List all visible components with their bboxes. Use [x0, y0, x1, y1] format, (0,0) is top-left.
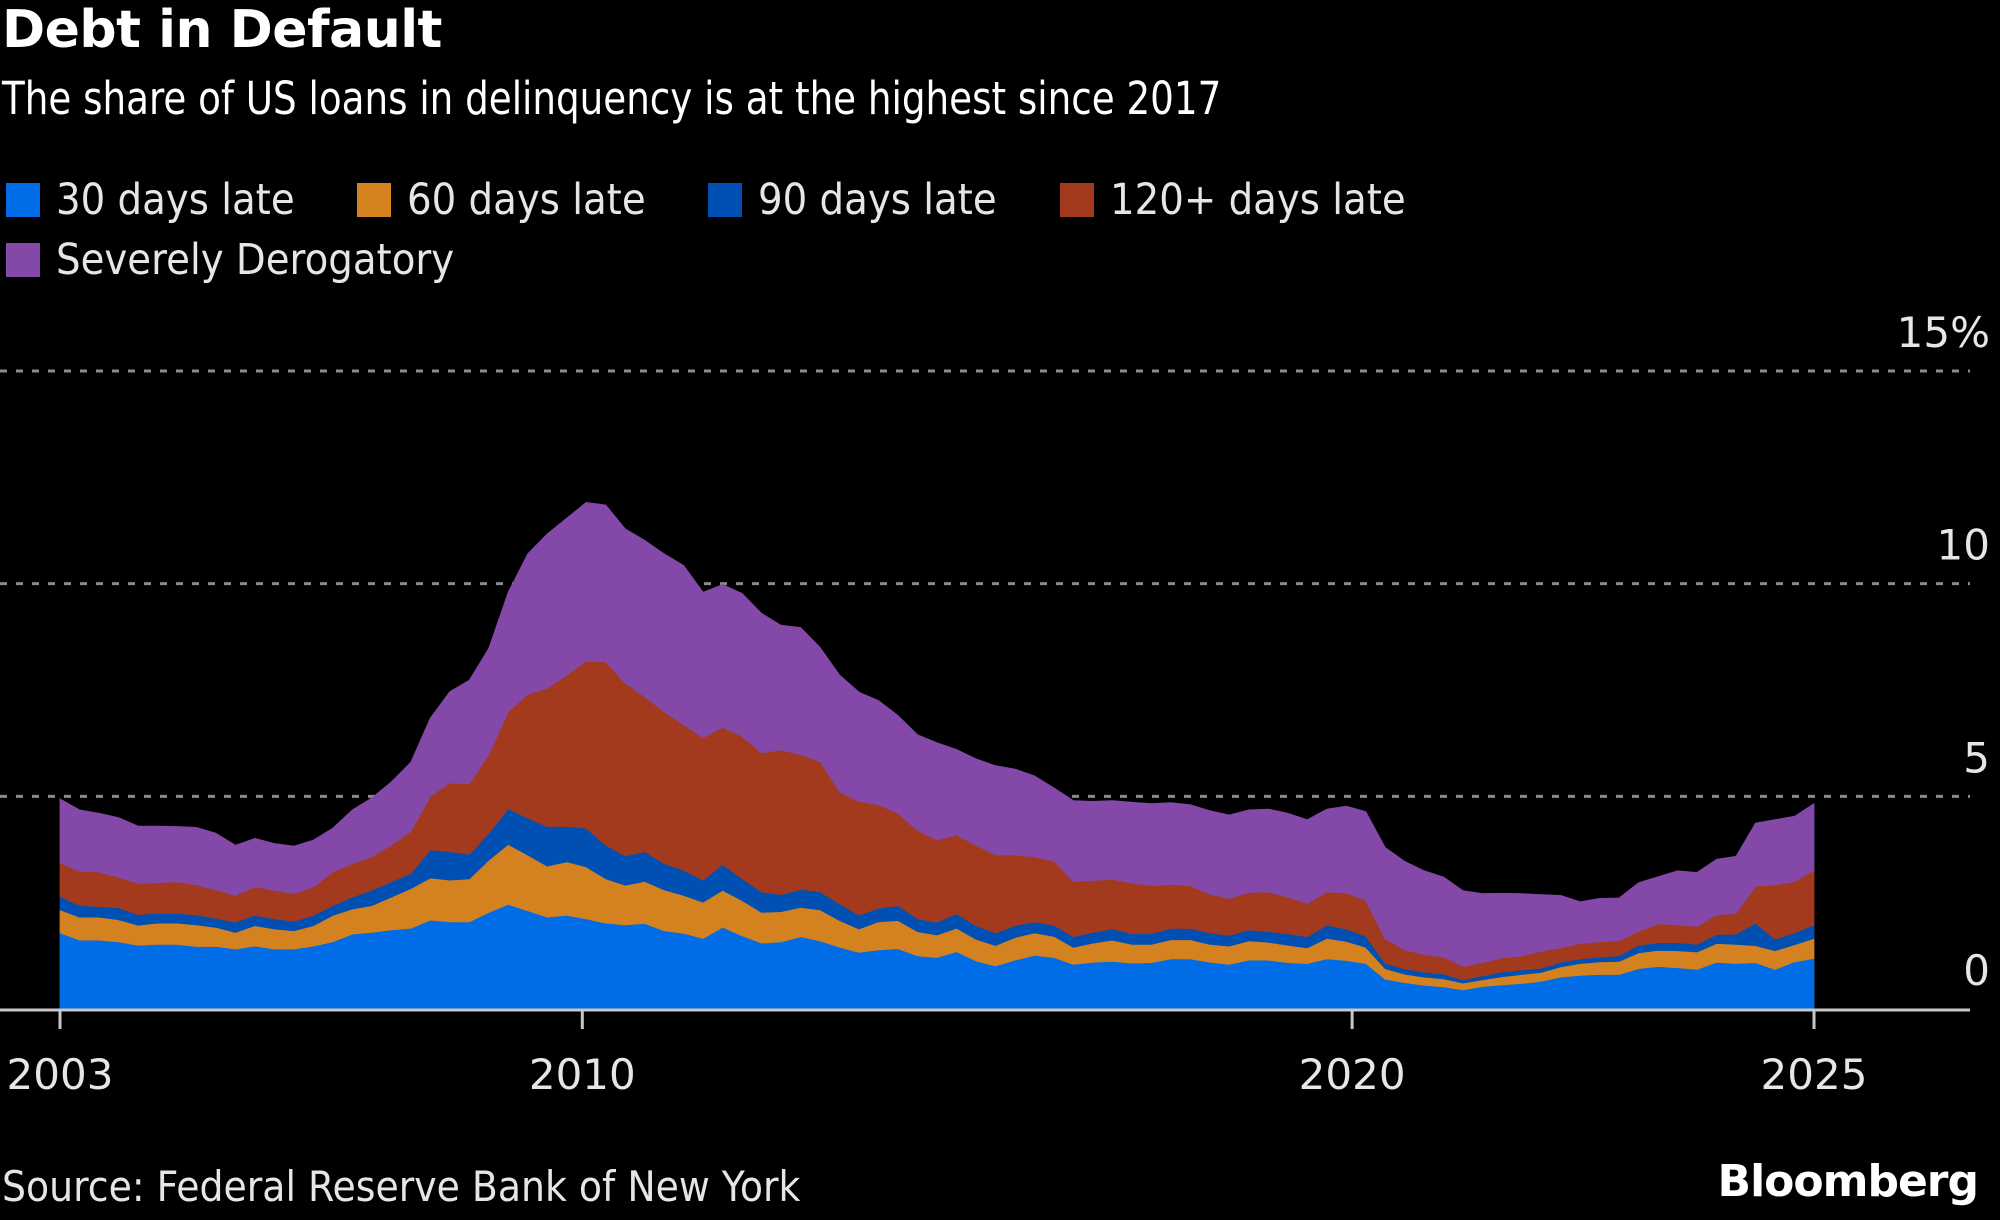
legend-item-120-days: 120+ days late — [1059, 175, 1409, 225]
legend-swatch-120-days — [1059, 183, 1094, 217]
legend-swatch-90-days — [708, 183, 743, 217]
legend-item-90-days: 90 days late — [708, 175, 997, 225]
legend-swatch-60-days — [357, 183, 392, 217]
legend-swatch-severely-derogatory — [6, 243, 40, 277]
y-axis-labels: 0 5 10 15% — [1897, 308, 1990, 995]
legend-label: 90 days late — [758, 175, 997, 225]
legend-row-1: 30 days late 60 days late 90 days late 1… — [6, 170, 1606, 230]
legend-label: Severely Derogatory — [56, 235, 455, 285]
legend-label: 120+ days late — [1109, 175, 1406, 225]
legend-item-60-days: 60 days late — [357, 175, 646, 225]
source-note: Source: Federal Reserve Bank of New York — [2, 1162, 801, 1211]
legend-label: 30 days late — [56, 175, 295, 225]
x-tick-label: 2010 — [529, 1050, 636, 1099]
x-tick-label: 2020 — [1299, 1050, 1406, 1099]
area-series — [59, 501, 1815, 1010]
chart-subtitle: The share of US loans in delinquency is … — [2, 72, 1222, 125]
x-tick-label: 2025 — [1761, 1050, 1868, 1099]
y-tick-label: 5 — [1963, 733, 1990, 782]
x-tick-label: 2003 — [7, 1050, 114, 1099]
bloomberg-logo: Bloomberg — [1717, 1156, 1979, 1207]
y-tick-label: 10 — [1937, 521, 1990, 570]
legend: 30 days late 60 days late 90 days late 1… — [6, 170, 1606, 290]
x-axis: 2003 2010 2020 2025 — [0, 1008, 1970, 1099]
legend-row-2: Severely Derogatory — [6, 230, 1606, 290]
y-tick-label: 0 — [1963, 946, 1990, 995]
legend-item-30-days: 30 days late — [6, 175, 295, 225]
area-severely-derogatory — [59, 501, 1815, 967]
y-tick-label: 15% — [1897, 308, 1990, 357]
legend-item-severely-derogatory: Severely Derogatory — [6, 235, 468, 285]
chart-title: Debt in Default — [2, 0, 442, 60]
legend-swatch-30-days — [6, 183, 40, 217]
legend-label: 60 days late — [407, 175, 646, 225]
gridlines — [0, 369, 1970, 798]
